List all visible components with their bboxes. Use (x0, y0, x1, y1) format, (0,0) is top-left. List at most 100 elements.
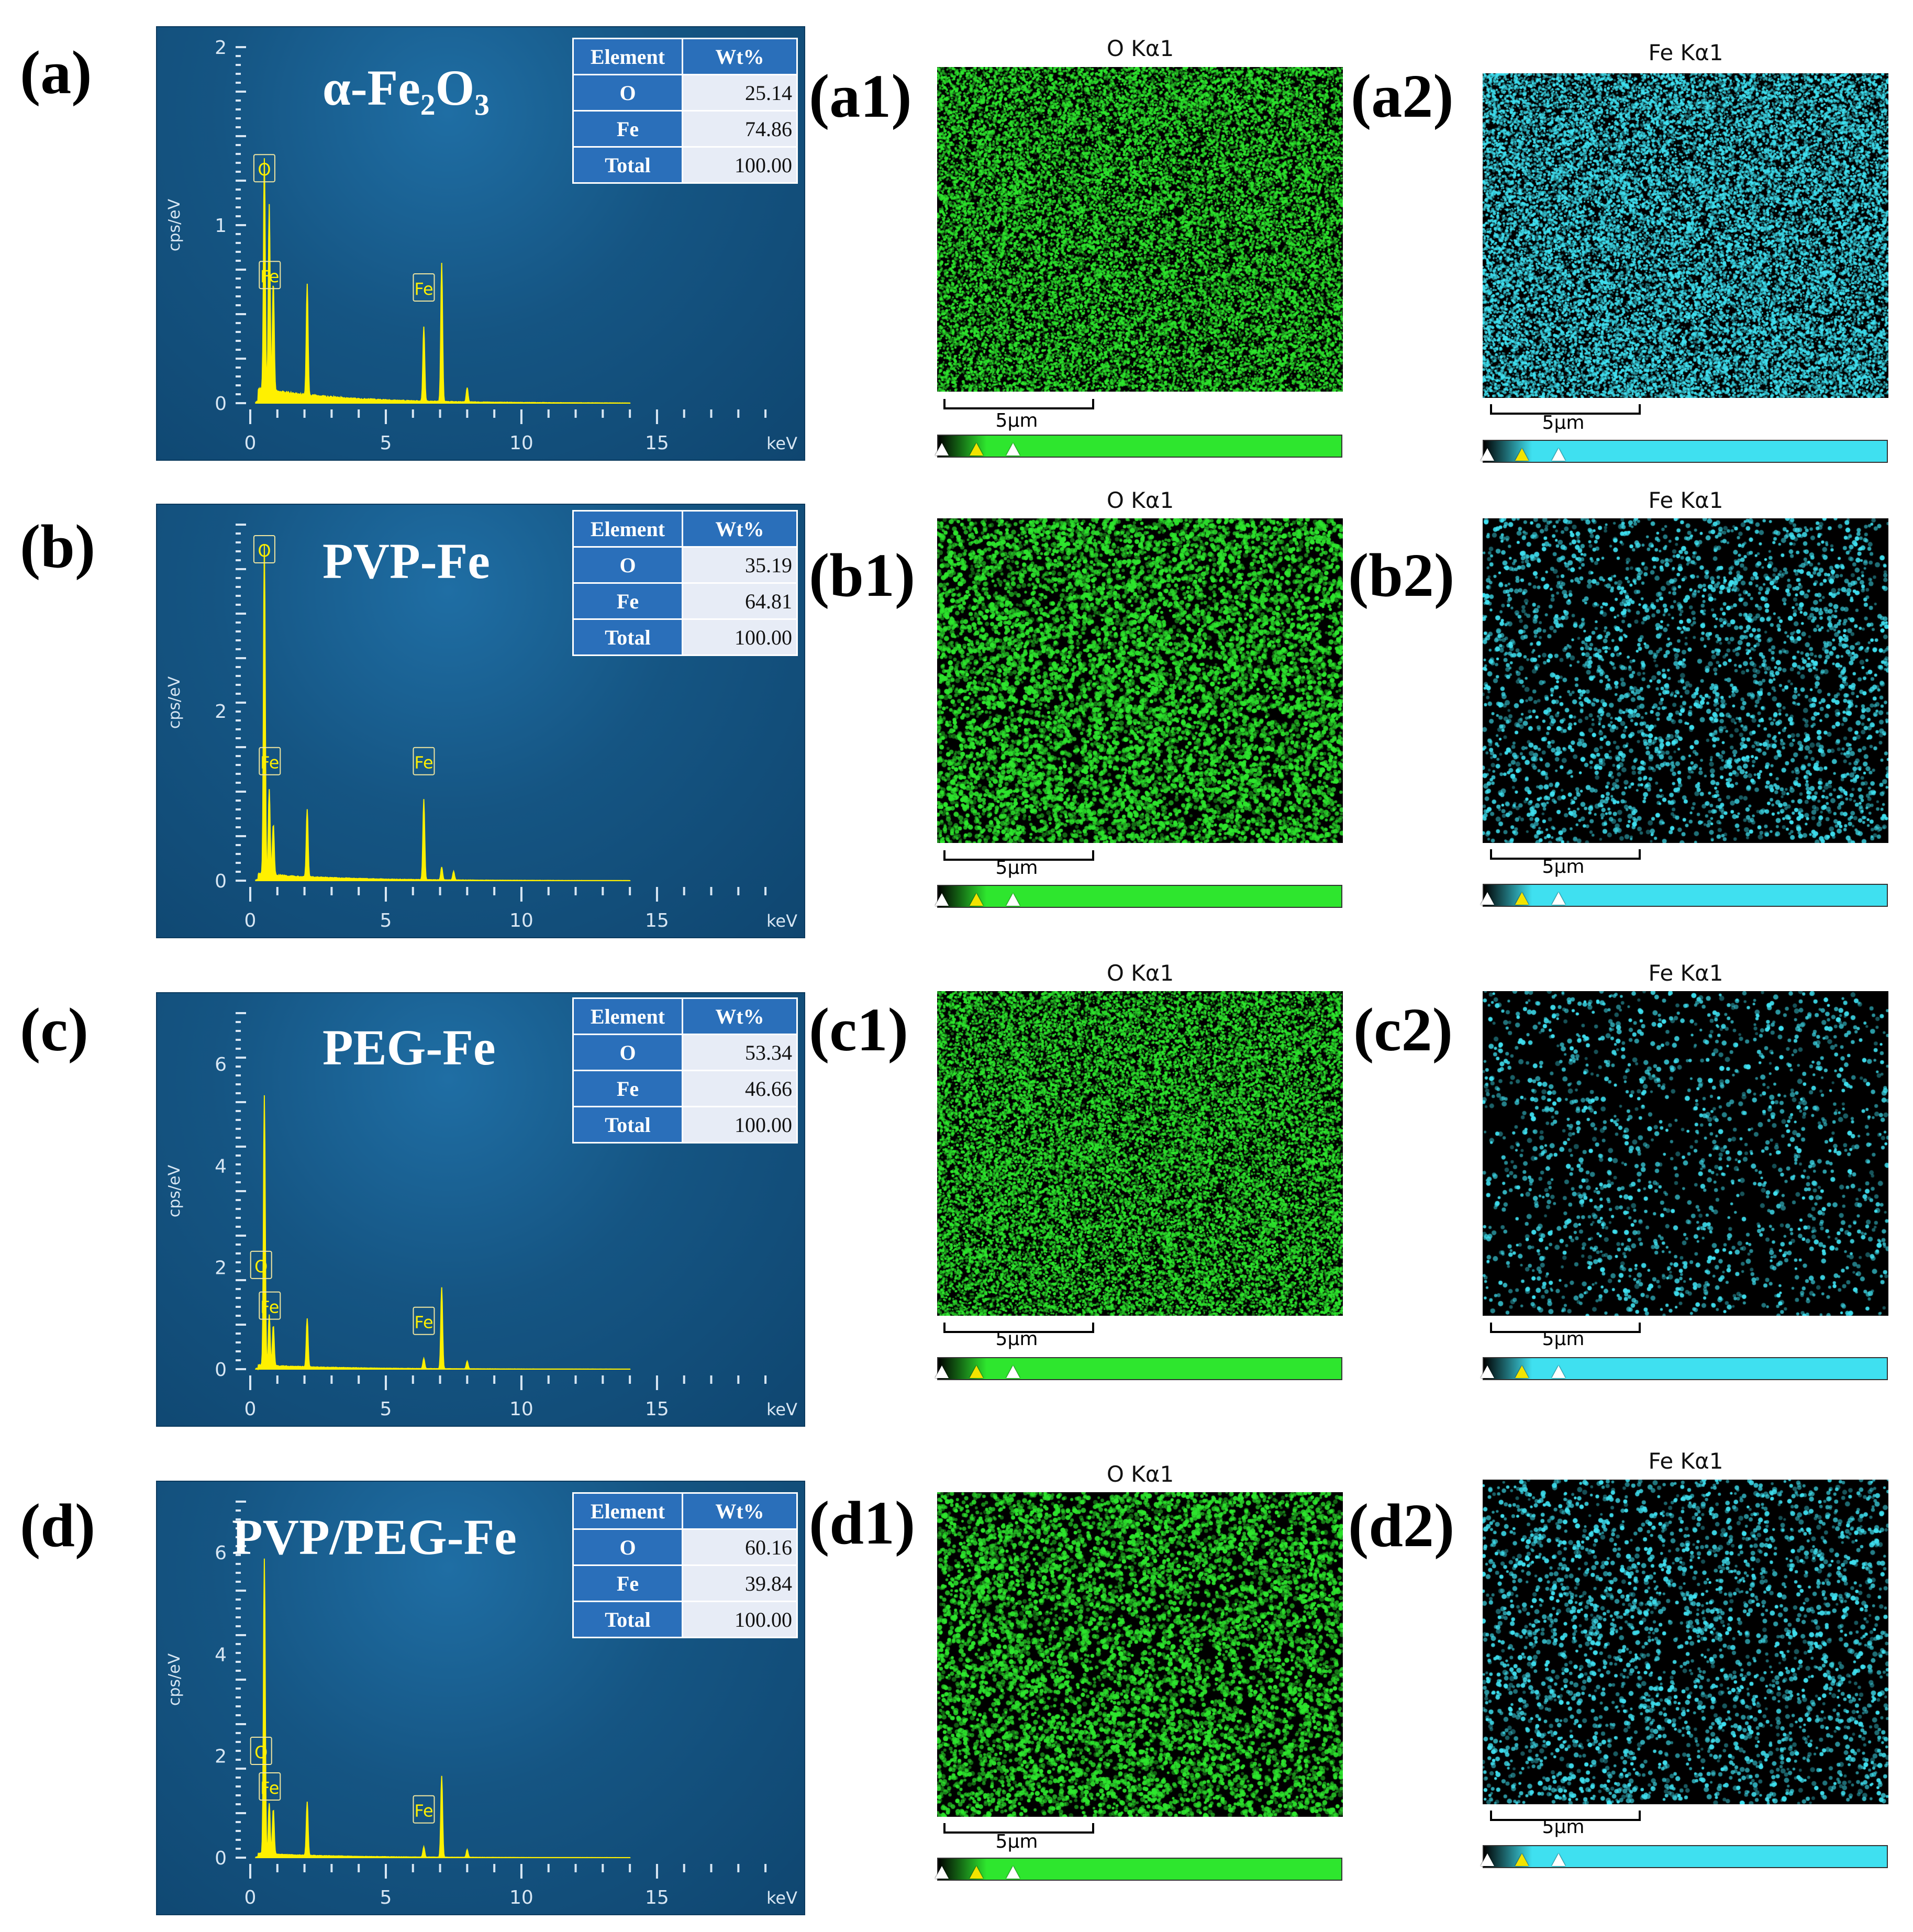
scale-marker-icon (1006, 893, 1020, 906)
scale-marker-icon (970, 893, 983, 906)
scale-marker-icon (1515, 892, 1529, 905)
scale-marker-icon (1552, 1853, 1565, 1866)
peak-label: Fe (260, 753, 279, 773)
o-element-map (937, 518, 1343, 843)
eds-spectrum: 0 2 4 6 cps/eV 0 5 10 15 keV O Fe Fe PEG-Fe Element W… (156, 992, 805, 1427)
x-tick-label: 5 (380, 1398, 392, 1420)
x-tick-label: 0 (244, 1398, 257, 1420)
scale-marker-icon (1006, 1365, 1020, 1378)
x-tick-label: 5 (380, 432, 392, 454)
wt-cell: 35.19 (682, 546, 798, 584)
panel-label: (d) (20, 1491, 96, 1560)
peak-label-box (250, 1250, 272, 1279)
eds-spectrum: 0 2 cps/eV 0 5 10 15 keV O Fe Fe PVP-Fe Element Wt%… (156, 504, 805, 938)
peak-label: Fe (414, 753, 433, 773)
scale-bar (943, 850, 1094, 861)
map-title: Fe Kα1 (1648, 960, 1723, 986)
map-panel-label: (d2) (1348, 1491, 1455, 1560)
fe-element-map (1483, 518, 1888, 843)
y-tick-label: 2 (215, 1746, 227, 1768)
scale-label: 5μm (995, 1831, 1038, 1852)
map-title: O Kα1 (1106, 1461, 1174, 1487)
y-axis-label: cps/eV (165, 1653, 184, 1706)
scale-marker-icon (935, 1365, 949, 1378)
table-header-element: Element (572, 1492, 683, 1530)
table-header-element: Element (572, 997, 683, 1035)
element-cell: O (572, 1034, 683, 1071)
spectrum-curve (255, 1558, 631, 1859)
x-tick-label: 10 (509, 432, 533, 454)
panel-label: (a) (20, 38, 92, 107)
scale-bar (943, 399, 1094, 409)
spectrum-curve (255, 158, 631, 404)
element-cell: Total (572, 618, 683, 656)
scale-marker-icon (1552, 448, 1565, 461)
wt-cell: 100.00 (682, 1106, 798, 1143)
map-title: Fe Kα1 (1648, 1448, 1723, 1474)
table-header-wt: Wt% (682, 1492, 798, 1530)
scale-label: 5μm (995, 1328, 1038, 1350)
fe-element-map (1483, 1480, 1888, 1804)
element-map-texture (1483, 1480, 1888, 1804)
table-header-element: Element (572, 510, 683, 548)
element-map-texture (937, 1492, 1343, 1817)
sample-name: PEG-Fe (322, 1019, 496, 1075)
x-tick-label: 0 (244, 1887, 257, 1908)
element-cell: Fe (572, 110, 683, 148)
wt-cell: 53.34 (682, 1034, 798, 1071)
eds-spectrum: 0 1 2 cps/eV 0 5 10 15 keV O Fe Fe α-Fe₂O₃ Element W… (156, 26, 805, 461)
wt-cell: 39.84 (682, 1564, 798, 1602)
scale-marker-icon (970, 443, 983, 456)
panel-label: (c) (20, 995, 88, 1064)
peak-label: O (254, 1742, 268, 1762)
element-cell: Fe (572, 1070, 683, 1107)
wt-cell: 60.16 (682, 1528, 798, 1566)
y-axis-label: cps/eV (165, 198, 184, 251)
y-tick-label: 0 (215, 393, 227, 415)
peak-label-box (413, 273, 435, 302)
y-tick-label: 0 (215, 1359, 227, 1381)
y-tick-label: 2 (215, 37, 227, 59)
panel-label: (b) (20, 512, 96, 581)
peak-label-box (253, 535, 275, 563)
element-cell: Total (572, 1106, 683, 1143)
wt-cell: 25.14 (682, 74, 798, 112)
scale-marker-icon (935, 893, 949, 906)
color-scale-bar (1481, 440, 1888, 463)
scale-marker-icon (1481, 1853, 1494, 1866)
wt-cell: 100.00 (682, 618, 798, 656)
wt-cell: 100.00 (682, 146, 798, 184)
scale-marker-icon (1515, 1853, 1529, 1866)
element-cell: Total (572, 146, 683, 184)
map-title: O Kα1 (1106, 960, 1174, 986)
element-cell: Fe (572, 1564, 683, 1602)
peak-label: Fe (414, 1801, 433, 1821)
spectrum-curve (255, 543, 631, 882)
y-tick-label: 4 (215, 1156, 227, 1177)
scale-label: 5μm (1542, 1328, 1585, 1350)
peak-label: Fe (414, 279, 433, 299)
o-element-map (937, 1492, 1343, 1817)
element-map-texture (1483, 991, 1888, 1316)
wt-cell: 64.81 (682, 582, 798, 620)
peak-label: O (258, 541, 271, 561)
scale-marker-icon (935, 443, 949, 456)
x-axis-unit: keV (766, 1400, 797, 1419)
fe-element-map (1483, 73, 1888, 398)
o-element-map (937, 991, 1343, 1316)
scale-bar (1490, 404, 1641, 415)
map-panel-label: (a2) (1351, 62, 1454, 130)
scale-bar (1490, 1323, 1641, 1333)
table-header-wt: Wt% (682, 38, 798, 75)
x-tick-label: 15 (645, 1887, 669, 1908)
scale-marker-icon (1515, 448, 1529, 461)
composition-table: Element Wt% O 60.16 Fe 39.84 Total 100.00 (572, 1492, 798, 1638)
element-cell: O (572, 74, 683, 112)
map-title: O Kα1 (1106, 487, 1174, 513)
color-scale-bar (1481, 884, 1888, 907)
peak-label-box (250, 1737, 272, 1765)
x-tick-label: 0 (244, 910, 257, 931)
scale-bar (943, 1323, 1094, 1333)
